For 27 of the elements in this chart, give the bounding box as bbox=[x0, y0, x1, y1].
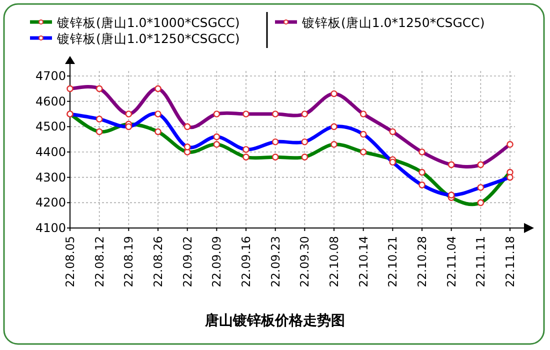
y-tick-label: 4200 bbox=[35, 196, 66, 210]
x-tick-label: 22.09.09 bbox=[210, 236, 224, 288]
y-tick-label: 4700 bbox=[35, 69, 66, 83]
y-tick-label: 4300 bbox=[35, 170, 66, 184]
x-tick-label: 22.11.11 bbox=[474, 236, 488, 288]
legend-label: 镀锌板(唐山1.0*1000*CSGCC) bbox=[56, 15, 240, 30]
x-tick-label: 22.08.19 bbox=[122, 236, 136, 288]
x-tick-label: 22.09.02 bbox=[180, 236, 194, 288]
x-tick-label: 22.10.21 bbox=[386, 236, 400, 288]
y-tick-label: 4100 bbox=[35, 221, 66, 235]
y-tick-label: 4600 bbox=[35, 94, 66, 108]
x-tick-label: 22.10.28 bbox=[415, 236, 429, 288]
x-tick-label: 22.08.05 bbox=[63, 236, 77, 288]
legend-label: 镀锌板(唐山1.0*1250*CSGCC) bbox=[56, 31, 240, 46]
x-tick-label: 22.10.14 bbox=[356, 236, 370, 288]
x-tick-label: 22.08.12 bbox=[92, 236, 106, 288]
x-tick-label: 22.10.08 bbox=[327, 236, 341, 288]
y-tick-label: 4400 bbox=[35, 145, 66, 159]
text: 唐山镀锌板价格走势图 bbox=[204, 312, 345, 329]
x-tick-label: 22.11.04 bbox=[444, 236, 458, 288]
x-tick-label: 22.11.18 bbox=[503, 236, 517, 288]
legend-label: 镀锌板(唐山1.0*1250*CSGCC) bbox=[301, 15, 485, 30]
x-tick-label: 22.09.16 bbox=[239, 236, 253, 288]
x-tick-label: 22.09.23 bbox=[268, 236, 282, 288]
y-tick-label: 4500 bbox=[35, 120, 66, 134]
x-tick-label: 22.09.30 bbox=[298, 236, 312, 288]
x-tick-label: 22.08.26 bbox=[151, 236, 165, 288]
